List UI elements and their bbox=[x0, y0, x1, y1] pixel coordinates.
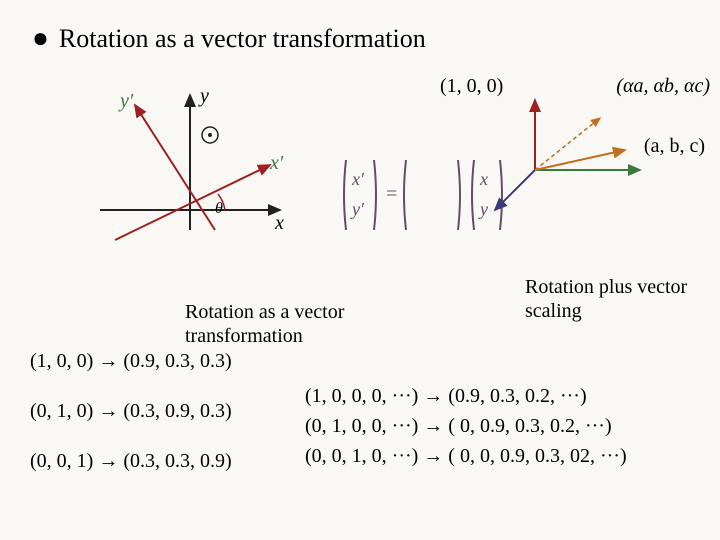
rotation-2d-diagram: y y′ x′ x θ bbox=[60, 80, 320, 260]
right-map-1: (0, 1, 0, 0, ···) → ( 0, 0.9, 0.3, 0.2, … bbox=[305, 415, 612, 438]
bullet-icon: ● bbox=[32, 25, 49, 53]
point-unit-label: (1, 0, 0) bbox=[440, 75, 520, 98]
section-left-title: Rotation as a vector transformation bbox=[185, 300, 395, 348]
page-title: ● Rotation as a vector transformation bbox=[32, 24, 426, 54]
right-map-2: (0, 0, 1, 0, ···) → ( 0, 0, 0.9, 0.3, 02… bbox=[305, 445, 627, 468]
left-map-1: (0, 1, 0) → (0.3, 0.9, 0.3) bbox=[30, 400, 232, 423]
left-map-0: (1, 0, 0) → (0.9, 0.3, 0.3) bbox=[30, 350, 232, 373]
point-abc-label: (a, b, c) bbox=[644, 135, 705, 158]
point-scaled-label: (αa, αb, αc) bbox=[616, 75, 710, 98]
svg-text:=: = bbox=[386, 183, 397, 205]
y-axis-label: y bbox=[200, 85, 209, 108]
section-right-title: Rotation plus vector scaling bbox=[525, 275, 695, 323]
theta-label: θ bbox=[215, 200, 223, 218]
x-prime-axis-label: x′ bbox=[270, 152, 283, 175]
svg-text:y′: y′ bbox=[350, 199, 365, 219]
svg-text:x′: x′ bbox=[351, 169, 365, 189]
right-map-0: (1, 0, 0, 0, ···) → (0.9, 0.3, 0.2, ···) bbox=[305, 385, 587, 408]
y-prime-axis-label: y′ bbox=[120, 90, 133, 113]
title-text: Rotation as a vector transformation bbox=[59, 24, 426, 54]
x-axis-label: x bbox=[275, 212, 284, 235]
left-map-2: (0, 0, 1) → (0.3, 0.3, 0.9) bbox=[30, 450, 232, 473]
scaling-3d-diagram: (1, 0, 0) (αa, αb, αc) (a, b, c) bbox=[480, 80, 680, 230]
